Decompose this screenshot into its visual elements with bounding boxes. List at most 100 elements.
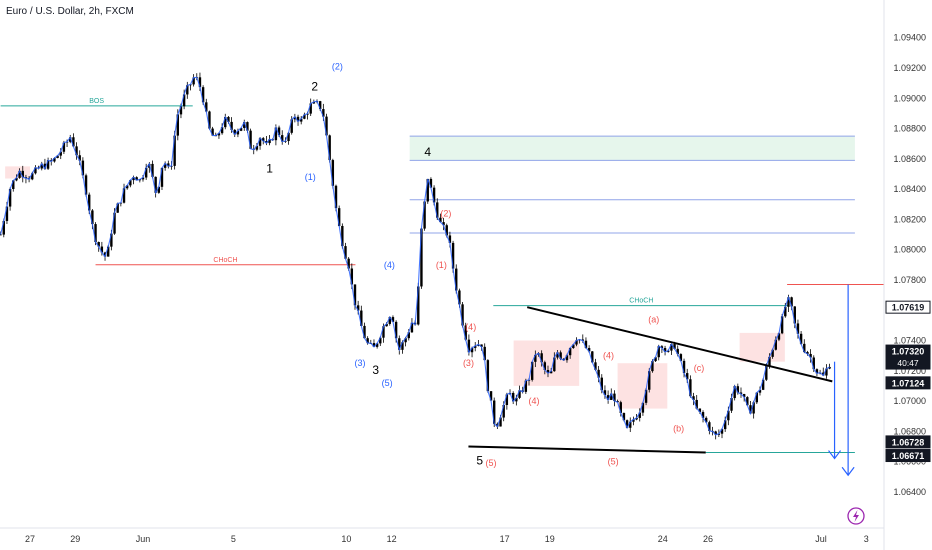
candle-body bbox=[518, 390, 521, 398]
candle-body bbox=[401, 342, 404, 350]
candle-body bbox=[230, 121, 233, 130]
candle-body bbox=[300, 118, 303, 122]
candle-body bbox=[407, 332, 410, 339]
candle-body bbox=[423, 201, 426, 229]
candle-body bbox=[439, 217, 442, 223]
candle-body bbox=[122, 188, 126, 203]
candle-body bbox=[670, 344, 673, 351]
x-tick-label: 19 bbox=[545, 534, 555, 544]
price-label-text: 1.07619 bbox=[892, 303, 925, 313]
candle-body bbox=[268, 139, 271, 144]
candle-body bbox=[249, 130, 252, 149]
candle-body bbox=[787, 297, 790, 307]
candle-body bbox=[644, 389, 648, 403]
candle-body bbox=[303, 114, 306, 119]
candle-body bbox=[572, 344, 575, 348]
price-label-box bbox=[885, 300, 931, 314]
candle-body bbox=[635, 417, 638, 420]
candle-body bbox=[651, 361, 654, 372]
candle-body bbox=[274, 127, 278, 141]
candle-body bbox=[467, 339, 471, 353]
zone-b bbox=[617, 363, 668, 409]
wave-label: (5) bbox=[382, 378, 393, 388]
candle-body bbox=[337, 208, 341, 226]
candle-body bbox=[334, 185, 338, 209]
candle-body bbox=[312, 101, 316, 104]
candle-body bbox=[322, 109, 325, 117]
candle-body bbox=[733, 386, 736, 399]
x-axis[interactable]: 27 29 Jun 5 10 12 17 19 24 26 Jul 3 bbox=[25, 534, 869, 544]
wave-label: (4) bbox=[603, 351, 614, 361]
x-tick-label: 24 bbox=[658, 534, 668, 544]
candle-body bbox=[474, 345, 477, 348]
wave-label: 1 bbox=[266, 161, 273, 175]
candle-body bbox=[765, 365, 768, 380]
candle-body bbox=[746, 397, 749, 406]
choch-level-left-label: CHoCH bbox=[213, 257, 237, 264]
candle-body bbox=[768, 356, 771, 366]
candle-body bbox=[774, 339, 777, 350]
candle-body bbox=[486, 360, 490, 392]
target-arrow-left-head bbox=[828, 450, 842, 460]
candle-body bbox=[458, 290, 461, 305]
candle-body bbox=[239, 127, 243, 131]
price-label-box bbox=[885, 376, 931, 390]
candle-body bbox=[135, 177, 138, 181]
wave-label: (c) bbox=[694, 363, 705, 373]
price-label-text: 1.07124 bbox=[892, 378, 925, 388]
candle-body bbox=[480, 344, 483, 347]
candle-body bbox=[211, 128, 214, 136]
x-tick-label: Jul bbox=[815, 534, 827, 544]
candle-body bbox=[828, 366, 831, 369]
candle-body bbox=[125, 185, 129, 189]
candle-body bbox=[622, 412, 626, 421]
x-tick-label: 5 bbox=[231, 534, 236, 544]
candle-body bbox=[106, 246, 110, 257]
candle-body bbox=[296, 116, 300, 122]
candle-body bbox=[129, 180, 132, 186]
candle-body bbox=[179, 106, 183, 115]
candle-body bbox=[420, 228, 423, 287]
wave-label: (3) bbox=[354, 358, 365, 368]
candle-body bbox=[505, 394, 509, 405]
x-tick-label: 10 bbox=[341, 534, 351, 544]
candle-body bbox=[328, 135, 331, 161]
candle-body bbox=[730, 398, 733, 411]
candle-body bbox=[515, 397, 518, 402]
candle-body bbox=[708, 422, 711, 431]
candle-body bbox=[236, 130, 240, 135]
candle-body bbox=[591, 351, 594, 363]
candle-body bbox=[575, 340, 578, 345]
candle-body bbox=[663, 348, 667, 352]
candle-body bbox=[91, 210, 94, 225]
candle-body bbox=[217, 133, 221, 136]
candle-body bbox=[69, 137, 72, 142]
candle-body bbox=[455, 268, 458, 291]
candle-body bbox=[81, 160, 85, 176]
candle-body bbox=[84, 175, 88, 195]
wave-label: (1) bbox=[436, 260, 447, 270]
y-tick-label: 1.08600 bbox=[893, 154, 926, 164]
target-arrows-layer bbox=[828, 284, 855, 477]
alert-bolt-icon[interactable] bbox=[847, 507, 865, 525]
x-tick-label: 17 bbox=[500, 534, 510, 544]
candle-body bbox=[793, 306, 796, 324]
candle-body bbox=[233, 129, 236, 135]
candle-body bbox=[698, 408, 702, 413]
candle-body bbox=[0, 234, 2, 236]
candle-body bbox=[771, 349, 774, 357]
candle-body bbox=[559, 352, 562, 359]
candle-body bbox=[157, 186, 161, 193]
candle-body bbox=[186, 85, 189, 95]
candle-body bbox=[391, 317, 395, 322]
candle-body bbox=[546, 369, 550, 374]
candle-body bbox=[154, 176, 157, 193]
chart-title: Euro / U.S. Dollar, 2h, FXCM bbox=[6, 6, 134, 17]
candle-body bbox=[758, 389, 762, 393]
y-tick-label: 1.06400 bbox=[893, 487, 926, 497]
x-tick-label: 29 bbox=[70, 534, 80, 544]
x-tick-label: 27 bbox=[25, 534, 35, 544]
candle-body bbox=[648, 371, 651, 390]
wave-label: (2) bbox=[440, 208, 451, 218]
